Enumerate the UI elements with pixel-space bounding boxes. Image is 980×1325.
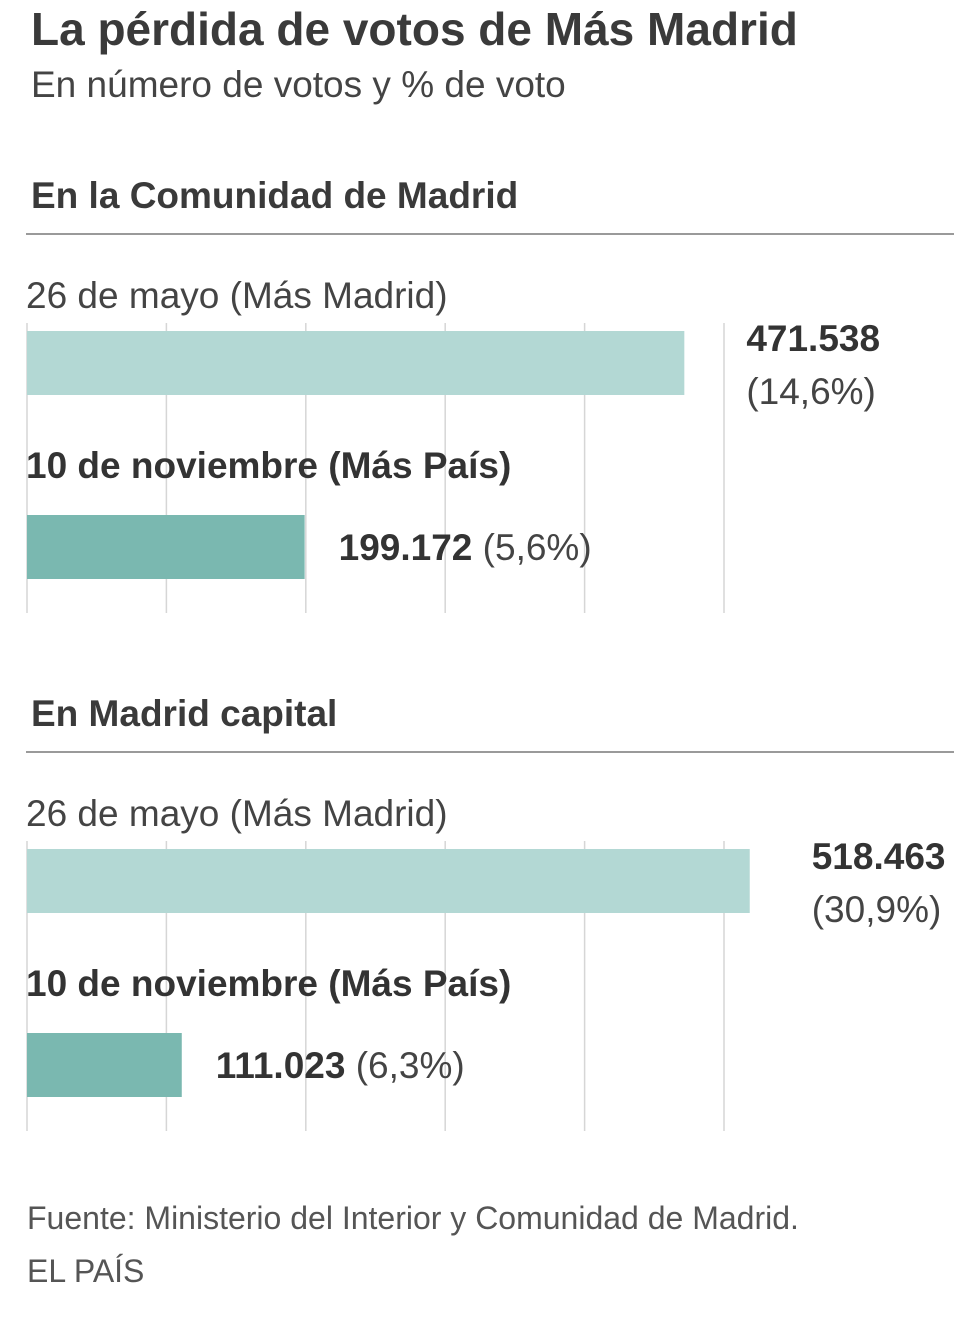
value-label: 471.538: [746, 318, 880, 359]
bar-mayo: [27, 849, 750, 913]
publisher-credit: EL PAÍS: [27, 1253, 145, 1289]
category-label: 26 de mayo (Más Madrid): [26, 793, 448, 834]
value-label: 518.463: [812, 836, 946, 877]
chart-panel-comunidad: En la Comunidad de Madrid 26 de mayo (Má…: [0, 175, 980, 615]
category-label: 10 de noviembre (Más País): [26, 963, 511, 1004]
panel-divider: [26, 233, 954, 235]
bar-mayo: [27, 331, 685, 395]
panel-title: En Madrid capital: [31, 693, 338, 734]
category-label: 10 de noviembre (Más País): [26, 445, 511, 486]
chart-title: La pérdida de votos de Más Madrid: [31, 3, 798, 55]
bar-chart-capital: 26 de mayo (Más Madrid) 518.463 (30,9%) 10 …: [26, 793, 946, 1131]
category-label: 26 de mayo (Más Madrid): [26, 275, 448, 316]
footer: Fuente: Ministerio del Interior y Comuni…: [27, 1192, 799, 1298]
value-label: 199.172 (5,6%): [339, 527, 592, 568]
chart-panel-capital: En Madrid capital 26 de mayo (Más Madrid…: [0, 693, 980, 1133]
percent-label: (14,6%): [746, 371, 876, 412]
bar-chart-comunidad: 26 de mayo (Más Madrid) 471.538 (14,6%) 10 …: [26, 275, 880, 613]
chart-subtitle: En número de votos y % de voto: [31, 64, 566, 105]
percent-label: (30,9%): [812, 889, 942, 930]
panel-divider: [26, 751, 954, 753]
panel-title: En la Comunidad de Madrid: [31, 175, 519, 216]
value-label: 111.023 (6,3%): [216, 1045, 465, 1086]
bar-noviembre: [27, 1033, 182, 1097]
bar-noviembre: [27, 515, 305, 579]
source-note: Fuente: Ministerio del Interior y Comuni…: [27, 1200, 799, 1236]
